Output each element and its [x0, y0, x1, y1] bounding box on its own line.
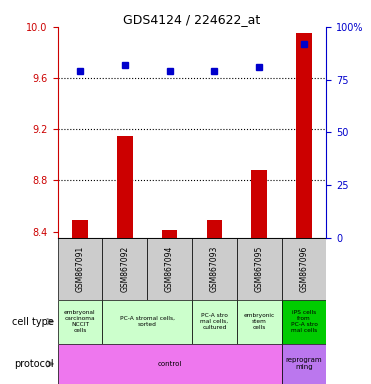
Bar	[282, 344, 326, 384]
Text: GSM867096: GSM867096	[299, 246, 309, 292]
Bar	[102, 300, 192, 344]
Bar	[252, 170, 267, 238]
Bar	[192, 300, 237, 344]
Text: reprogram
ming: reprogram ming	[286, 358, 322, 370]
Text: GSM867091: GSM867091	[75, 246, 85, 292]
Text: embryonal
carcinoma
NCCIT
cells: embryonal carcinoma NCCIT cells	[64, 310, 96, 333]
Text: GSM867094: GSM867094	[165, 246, 174, 292]
Text: PC-A stro
mal cells,
cultured: PC-A stro mal cells, cultured	[200, 313, 229, 330]
Bar	[237, 238, 282, 300]
Bar	[162, 230, 177, 238]
Bar	[207, 220, 222, 238]
Bar	[58, 344, 282, 384]
Bar	[282, 238, 326, 300]
Text: cell type: cell type	[12, 316, 54, 327]
Bar	[102, 238, 147, 300]
Bar	[58, 300, 102, 344]
Text: GSM867095: GSM867095	[255, 246, 264, 292]
Text: GSM867092: GSM867092	[120, 246, 129, 292]
Text: embryonic
stem
cells: embryonic stem cells	[244, 313, 275, 330]
Bar	[117, 136, 132, 238]
Bar	[237, 300, 282, 344]
Bar	[192, 238, 237, 300]
Bar	[58, 238, 102, 300]
Text: PC-A stromal cells,
sorted: PC-A stromal cells, sorted	[120, 316, 175, 327]
Text: GSM867093: GSM867093	[210, 246, 219, 292]
Bar	[282, 300, 326, 344]
Text: iPS cells
from
PC-A stro
mal cells: iPS cells from PC-A stro mal cells	[290, 310, 318, 333]
Title: GDS4124 / 224622_at: GDS4124 / 224622_at	[124, 13, 260, 26]
Bar	[72, 220, 88, 238]
Bar	[296, 33, 312, 238]
Text: control: control	[157, 361, 182, 367]
Text: protocol: protocol	[14, 359, 54, 369]
Bar	[147, 238, 192, 300]
